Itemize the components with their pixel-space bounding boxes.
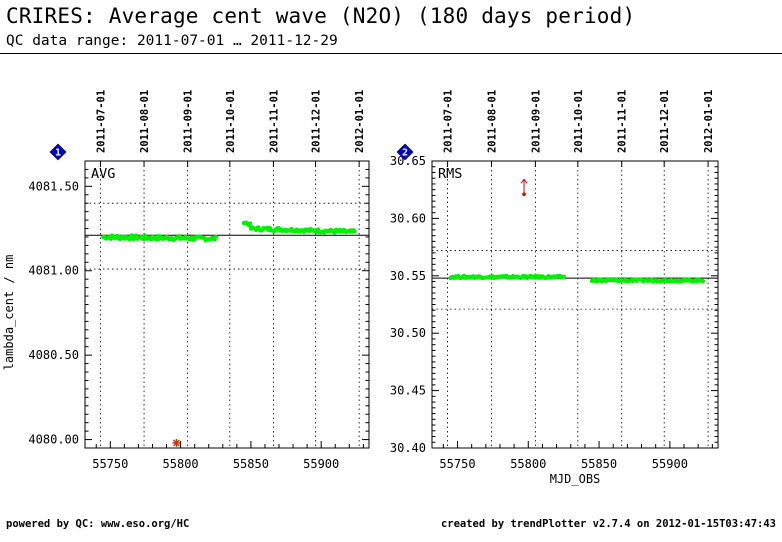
chart-subtitle: QC data range: 2011-07-01 … 2011-12-29 xyxy=(6,33,338,49)
date-tick-label: 2011-09-01 xyxy=(183,90,195,153)
data-point xyxy=(561,274,566,279)
x-axis-title: MJD_OBS xyxy=(550,472,601,486)
y-tick-label: 4080.50 xyxy=(28,348,79,362)
x-tick-label: 55800 xyxy=(510,457,546,471)
panel-rms: 2011-07-01 2011-08-01 2011-09-01 2011-10-01… xyxy=(390,90,719,486)
data-point xyxy=(700,279,705,284)
date-tick-label: 2011-07-01 xyxy=(443,90,455,153)
y-tick-label: 30.55 xyxy=(390,269,426,283)
plot-frame xyxy=(84,160,370,449)
data-point xyxy=(248,221,253,226)
date-tick-label: 2011-10-01 xyxy=(573,90,585,153)
x-tick-label: 55750 xyxy=(439,457,475,471)
plot-index-marker: 2 xyxy=(396,143,414,161)
marker-number: 1 xyxy=(55,148,61,159)
data-point xyxy=(352,229,357,234)
marker-diamond xyxy=(396,143,414,161)
date-tick-label: 2012-01-01 xyxy=(703,90,715,153)
marker-diamond xyxy=(49,143,67,161)
panel-label: AVG xyxy=(91,166,115,182)
chart-title: CRIRES: Average cent wave (N2O) (180 day… xyxy=(6,4,636,28)
y-tick-label: 30.45 xyxy=(390,384,426,398)
outlier-arrow-head xyxy=(520,178,528,184)
x-tick-label: 55900 xyxy=(303,457,339,471)
date-tick-label: 2011-10-01 xyxy=(225,90,237,153)
y-tick-label: 4081.50 xyxy=(28,179,79,193)
y-tick-label: 30.60 xyxy=(390,211,426,225)
y-tick-label: 4080.00 xyxy=(28,433,79,447)
panel-avg: 2011-07-01 2011-08-01 2011-09-01 2011-10-01… xyxy=(2,90,370,471)
date-tick-label: 2011-07-01 xyxy=(95,90,107,153)
x-tick-label: 55900 xyxy=(652,457,688,471)
y-tick-label: 30.65 xyxy=(390,154,426,168)
date-tick-label: 2011-11-01 xyxy=(268,90,280,153)
date-tick-label: 2012-01-01 xyxy=(354,90,366,153)
footer-powered-by: powered by QC: www.eso.org/HC xyxy=(6,518,190,530)
date-tick-label: 2011-08-01 xyxy=(139,90,151,153)
outlier-star xyxy=(172,438,181,447)
outlier-arrow xyxy=(520,178,528,197)
outlier-star-stroke xyxy=(172,439,180,447)
y-tick-label: 30.50 xyxy=(390,326,426,340)
footer-created-by: created by trendPlotter v2.7.4 on 2012-0… xyxy=(440,518,776,530)
x-tick-label: 55800 xyxy=(163,457,199,471)
date-tick-label: 2011-12-01 xyxy=(659,90,671,153)
date-tick-label: 2011-08-01 xyxy=(486,90,498,153)
data-point xyxy=(213,234,218,239)
y-tick-label: 4081.00 xyxy=(28,264,79,278)
date-tick-label: 2011-12-01 xyxy=(311,90,323,153)
date-tick-label: 2011-09-01 xyxy=(530,90,542,153)
header-divider xyxy=(0,53,782,54)
marker-number: 2 xyxy=(402,148,408,159)
x-tick-label: 55850 xyxy=(581,457,617,471)
plot-index-marker: 1 xyxy=(49,143,67,161)
plot-frame xyxy=(431,160,719,449)
x-tick-label: 55750 xyxy=(92,457,128,471)
date-tick-label: 2011-11-01 xyxy=(617,90,629,153)
data-point xyxy=(127,237,132,242)
x-tick-label: 55850 xyxy=(233,457,269,471)
y-axis-title: lambda_cent / nm xyxy=(2,255,16,371)
panel-label: RMS xyxy=(438,166,462,182)
y-tick-label: 30.40 xyxy=(390,441,426,455)
